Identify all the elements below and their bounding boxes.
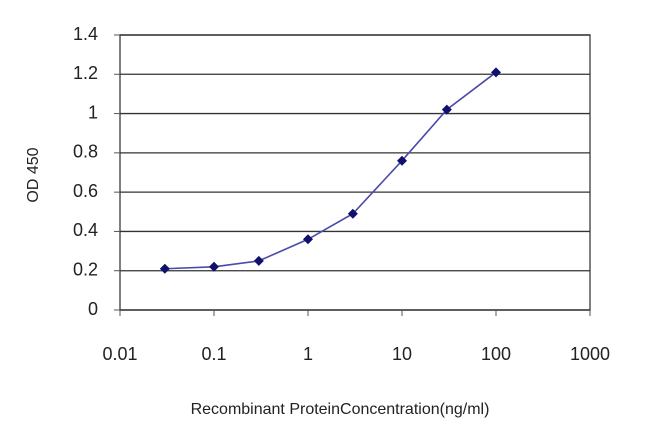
- x-tick-label: 100: [481, 344, 511, 364]
- y-tick-label: 1.2: [73, 63, 98, 83]
- y-tick-label: 0.2: [73, 259, 98, 279]
- data-line: [164, 71, 497, 270]
- data-point: [491, 67, 501, 78]
- y-tick-label: 1.4: [73, 24, 98, 44]
- plot-area: [119, 34, 591, 311]
- x-tick-label: 1: [303, 344, 313, 364]
- x-axis-title: Recombinant ProteinConcentration(ng/ml): [191, 401, 490, 418]
- y-tick-label: 0.6: [73, 181, 98, 201]
- x-tick-label: 0.01: [102, 344, 137, 364]
- y-tick-label: 1: [88, 102, 98, 122]
- data-point: [209, 261, 219, 272]
- data-point: [303, 234, 313, 245]
- x-tick-label: 10: [392, 344, 412, 364]
- y-tick-label: 0.4: [73, 220, 98, 240]
- data-point: [253, 255, 264, 266]
- data-point: [397, 155, 407, 166]
- y-tick-label: 0.8: [73, 142, 98, 162]
- data-point: [347, 208, 358, 219]
- y-axis-title: OD 450: [25, 147, 42, 202]
- y-tick-label: 0: [88, 299, 98, 319]
- x-tick-label: 1000: [570, 344, 610, 364]
- data-point: [159, 263, 170, 274]
- data-point: [441, 104, 452, 115]
- x-tick-label: 0.1: [201, 344, 226, 364]
